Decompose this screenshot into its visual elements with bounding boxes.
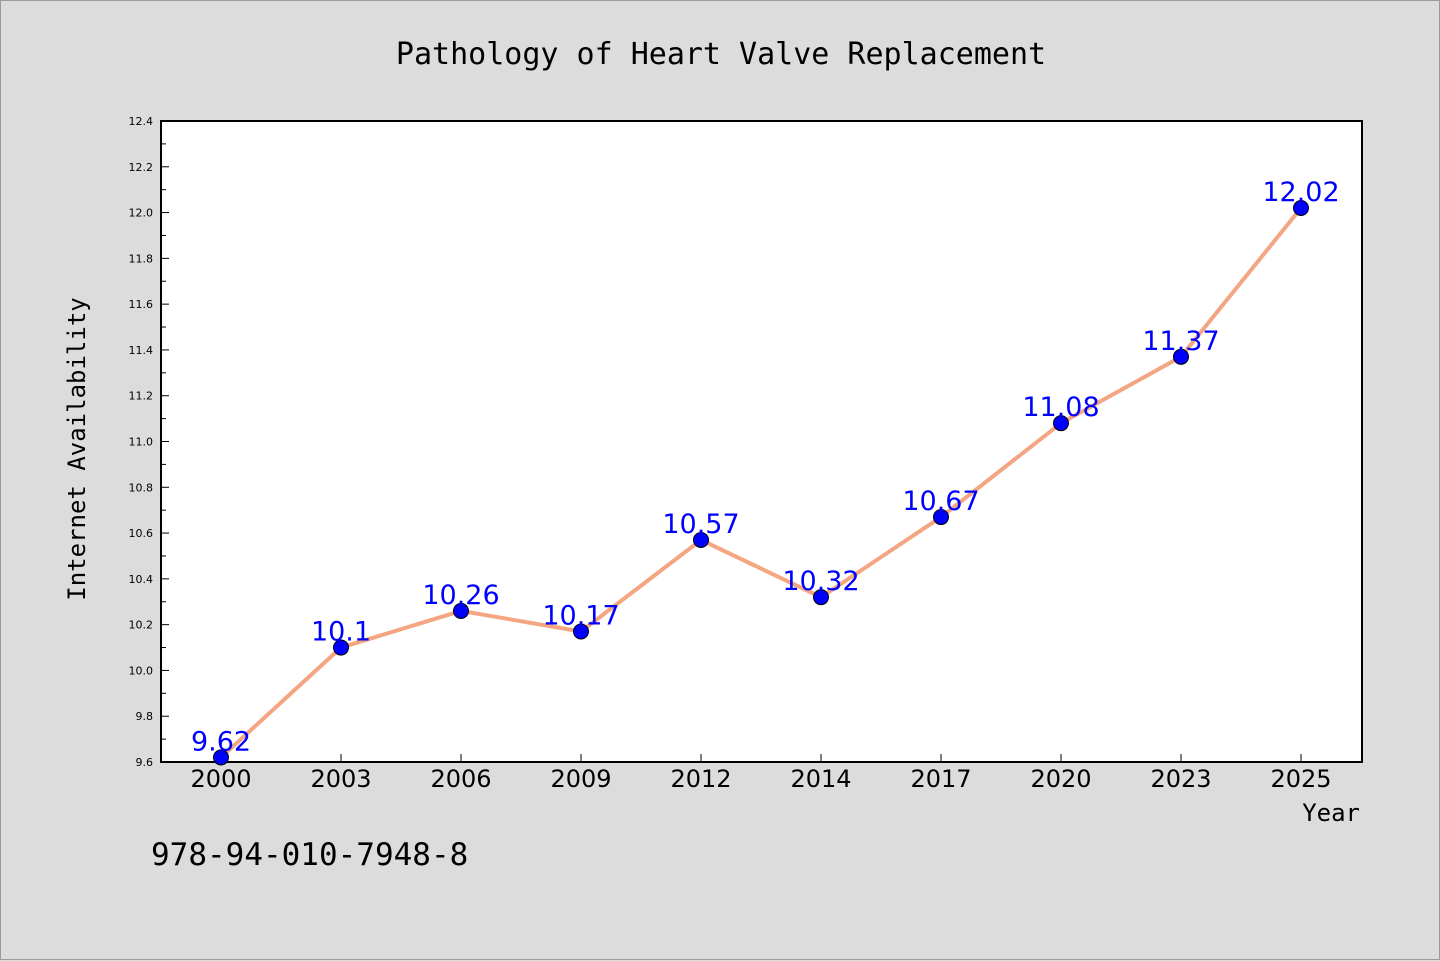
data-label: 10.67 <box>902 486 979 517</box>
y-tick-label: 10.8 <box>129 481 154 494</box>
data-point <box>213 749 229 766</box>
x-tick-label: 2014 <box>790 765 851 793</box>
x-tick-label: 2020 <box>1030 765 1091 793</box>
data-label: 10.57 <box>662 509 739 540</box>
data-point <box>1173 348 1189 365</box>
x-tick-label: 2023 <box>1150 765 1211 793</box>
y-axis-label: Internet Availability <box>63 297 91 600</box>
chart-title: Pathology of Heart Valve Replacement <box>396 37 1046 72</box>
isbn-text: 978-94-010-7948-8 <box>151 837 468 873</box>
series-line <box>219 205 1303 760</box>
data-point <box>933 509 949 526</box>
series-line-group <box>213 199 1309 766</box>
y-tick-label: 10.2 <box>129 619 154 632</box>
y-tick-label: 10.0 <box>129 664 154 677</box>
y-tick-label: 12.4 <box>129 115 154 128</box>
x-tick-label: 2017 <box>910 765 971 793</box>
data-point <box>573 623 589 640</box>
y-tick-label: 11.6 <box>129 298 154 311</box>
x-tick-label: 2025 <box>1270 765 1331 793</box>
data-point <box>813 589 829 606</box>
x-tick-label: 2009 <box>550 765 611 793</box>
data-label-group: 9.62 10.1 10.26 10.17 10.57 10.32 10.67 11.08 11… <box>191 177 1340 757</box>
y-tick-label: 11.2 <box>129 390 154 403</box>
y-axis: 9.6 9.8 10.0 10.2 10.4 10.6 10.8 11.0 11.2 11.4 11… <box>129 115 169 769</box>
data-label: 10.17 <box>542 601 619 632</box>
x-axis-label: Year <box>1302 799 1360 827</box>
x-tick-label: 2000 <box>190 765 251 793</box>
data-label: 10.1 <box>311 617 371 648</box>
data-label: 10.26 <box>422 580 499 611</box>
y-tick-label: 12.0 <box>129 207 154 220</box>
y-tick-label: 11.0 <box>129 436 154 449</box>
data-label: 9.62 <box>191 726 251 757</box>
data-label: 12.02 <box>1262 177 1339 208</box>
plot-area <box>160 120 1363 763</box>
x-tick-label: 2012 <box>670 765 731 793</box>
x-tick-label: 2003 <box>310 765 371 793</box>
y-tick-label: 11.4 <box>129 344 154 357</box>
y-tick-label: 11.8 <box>129 252 154 265</box>
y-tick-label: 12.2 <box>129 161 154 174</box>
data-label: 11.37 <box>1142 326 1219 357</box>
y-tick-label: 10.6 <box>129 527 154 540</box>
y-tick-label: 9.8 <box>136 710 154 723</box>
y-tick-label: 9.6 <box>136 756 154 769</box>
data-point <box>693 531 709 548</box>
x-tick-label: 2006 <box>430 765 491 793</box>
data-point <box>1053 415 1069 432</box>
data-point <box>333 639 349 656</box>
data-point <box>453 602 469 619</box>
data-label: 11.08 <box>1022 392 1099 423</box>
x-axis: 2000 2003 2006 2009 2012 2014 2017 2020 2023 2025 <box>190 754 1332 793</box>
data-label: 10.32 <box>782 566 859 597</box>
y-tick-label: 10.4 <box>129 573 154 586</box>
data-point <box>1293 199 1309 216</box>
